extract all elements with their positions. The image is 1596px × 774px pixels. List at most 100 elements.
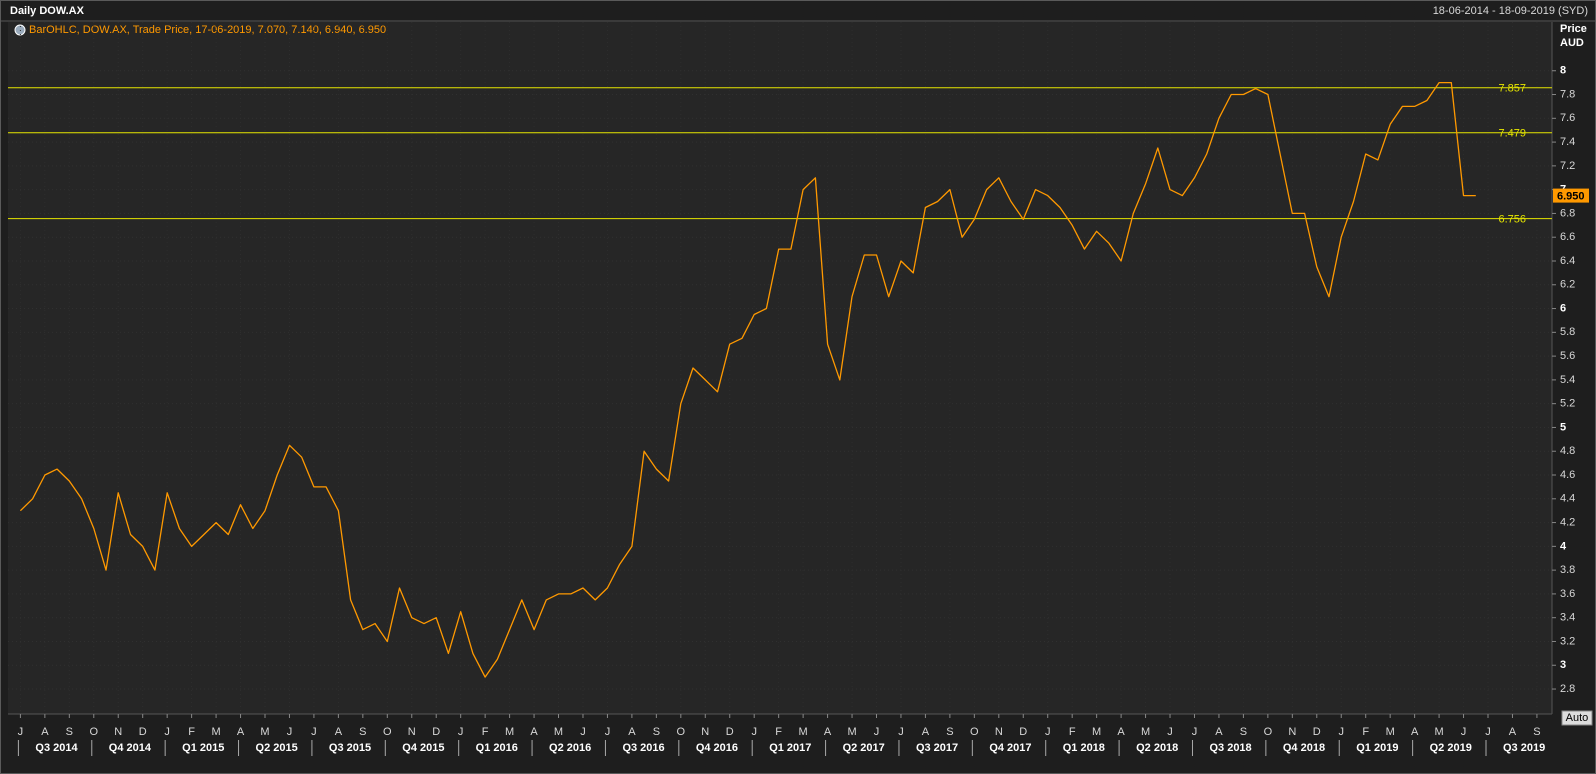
x-tick-label: F (775, 726, 782, 738)
x-tick-label: J (18, 726, 24, 738)
x-tick-label: M (1141, 726, 1150, 738)
x-tick-label: S (66, 726, 73, 738)
x-tick-label: O (970, 726, 979, 738)
x-tick-label: N (408, 726, 416, 738)
y-tick-label: 5.2 (1560, 398, 1575, 410)
x-tick-label: J (458, 726, 464, 738)
y-tick-label: 5.6 (1560, 350, 1575, 362)
x-tick-label: D (1313, 726, 1321, 738)
x-tick-label: A (824, 726, 832, 738)
quarter-label: Q3 2019 (1503, 742, 1545, 754)
quarter-label: Q2 2018 (1136, 742, 1178, 754)
y-tick-label: 8 (1560, 65, 1566, 77)
x-tick-label: S (946, 726, 953, 738)
x-tick-label: M (554, 726, 563, 738)
quarter-label: Q2 2015 (256, 742, 298, 754)
x-tick-label: F (188, 726, 195, 738)
x-tick-label: J (898, 726, 904, 738)
x-tick-label: O (677, 726, 686, 738)
y-tick-label: 3 (1560, 659, 1566, 671)
x-tick-label: F (1069, 726, 1076, 738)
x-tick-label: J (1045, 726, 1051, 738)
x-tick-label: N (1288, 726, 1296, 738)
quarter-label: Q3 2018 (1209, 742, 1251, 754)
quarter-label: Q3 2016 (622, 742, 664, 754)
x-tick-label: A (1509, 726, 1517, 738)
quarter-label: Q3 2014 (35, 742, 78, 754)
x-tick-label: D (726, 726, 734, 738)
y-tick-label: 4.8 (1560, 445, 1575, 457)
quarter-label: Q2 2017 (843, 742, 885, 754)
x-tick-label: A (1117, 726, 1125, 738)
x-tick-label: M (260, 726, 269, 738)
x-tick-label: N (701, 726, 709, 738)
quarter-label: Q3 2017 (916, 742, 958, 754)
x-tick-label: M (1434, 726, 1443, 738)
x-tick-label: J (1485, 726, 1491, 738)
x-tick-label: F (482, 726, 489, 738)
auto-button[interactable] (1561, 710, 1593, 726)
x-tick-label: O (89, 726, 98, 738)
quarter-label: Q2 2016 (549, 742, 591, 754)
quarter-label: Q4 2014 (109, 742, 152, 754)
y-tick-label: 7.8 (1560, 88, 1575, 100)
quarter-label: Q4 2018 (1283, 742, 1325, 754)
auto-button-label[interactable]: Auto (1566, 712, 1589, 724)
y-tick-label: 4.4 (1560, 493, 1575, 505)
x-tick-label: A (335, 726, 343, 738)
y-tick-label: 3.8 (1560, 564, 1575, 576)
quarter-label: Q3 2015 (329, 742, 371, 754)
y-tick-label: 4 (1560, 540, 1567, 552)
x-tick-label: M (505, 726, 514, 738)
y-tick-label: 3.2 (1560, 635, 1575, 647)
y-tick-label: 6.6 (1560, 231, 1575, 243)
quarter-label: Q1 2019 (1356, 742, 1398, 754)
x-tick-label: N (995, 726, 1003, 738)
x-tick-label: N (114, 726, 122, 738)
x-tick-label: S (359, 726, 366, 738)
x-tick-label: J (751, 726, 757, 738)
x-tick-label: J (605, 726, 611, 738)
x-tick-label: O (383, 726, 392, 738)
x-tick-label: O (1264, 726, 1273, 738)
quarter-label: Q4 2017 (989, 742, 1031, 754)
y-tick-label: 6.8 (1560, 207, 1575, 219)
y-tick-label: 7.4 (1560, 136, 1575, 148)
x-tick-label: M (1092, 726, 1101, 738)
reference-line-label: 7.479 (1498, 128, 1526, 140)
x-tick-label: J (1461, 726, 1467, 738)
y-tick-label: 6.2 (1560, 279, 1575, 291)
x-tick-label: A (1411, 726, 1419, 738)
reference-line-label: 7.857 (1498, 83, 1526, 95)
x-tick-label: D (432, 726, 440, 738)
y-tick-label: 3.6 (1560, 588, 1575, 600)
x-tick-label: A (1215, 726, 1223, 738)
y-tick-label: 6 (1560, 302, 1566, 314)
plot-area (8, 22, 1552, 714)
y-tick-label: 5.4 (1560, 374, 1575, 386)
y-axis-title: Price (1560, 23, 1587, 35)
legend-text: BarOHLC, DOW.AX, Trade Price, 17-06-2019… (29, 24, 386, 36)
y-tick-label: 4.2 (1560, 516, 1575, 528)
x-tick-label: J (164, 726, 170, 738)
x-tick-label: M (1386, 726, 1395, 738)
x-tick-label: A (922, 726, 930, 738)
x-tick-label: J (287, 726, 293, 738)
x-tick-label: F (1362, 726, 1369, 738)
x-tick-label: S (1533, 726, 1540, 738)
x-tick-label: S (653, 726, 660, 738)
y-tick-label: 4.6 (1560, 469, 1575, 481)
header-bar (1, 1, 1595, 21)
x-tick-label: A (628, 726, 636, 738)
x-tick-label: D (1019, 726, 1027, 738)
y-tick-label: 5 (1560, 421, 1566, 433)
quarter-label: Q1 2017 (769, 742, 811, 754)
x-tick-label: M (211, 726, 220, 738)
x-tick-label: J (1192, 726, 1198, 738)
date-range: 18-06-2014 - 18-09-2019 (SYD) (1433, 5, 1588, 17)
x-tick-label: D (139, 726, 147, 738)
y-tick-label: 7.2 (1560, 160, 1575, 172)
x-tick-label: J (1167, 726, 1173, 738)
y-tick-label: 3.4 (1560, 612, 1575, 624)
